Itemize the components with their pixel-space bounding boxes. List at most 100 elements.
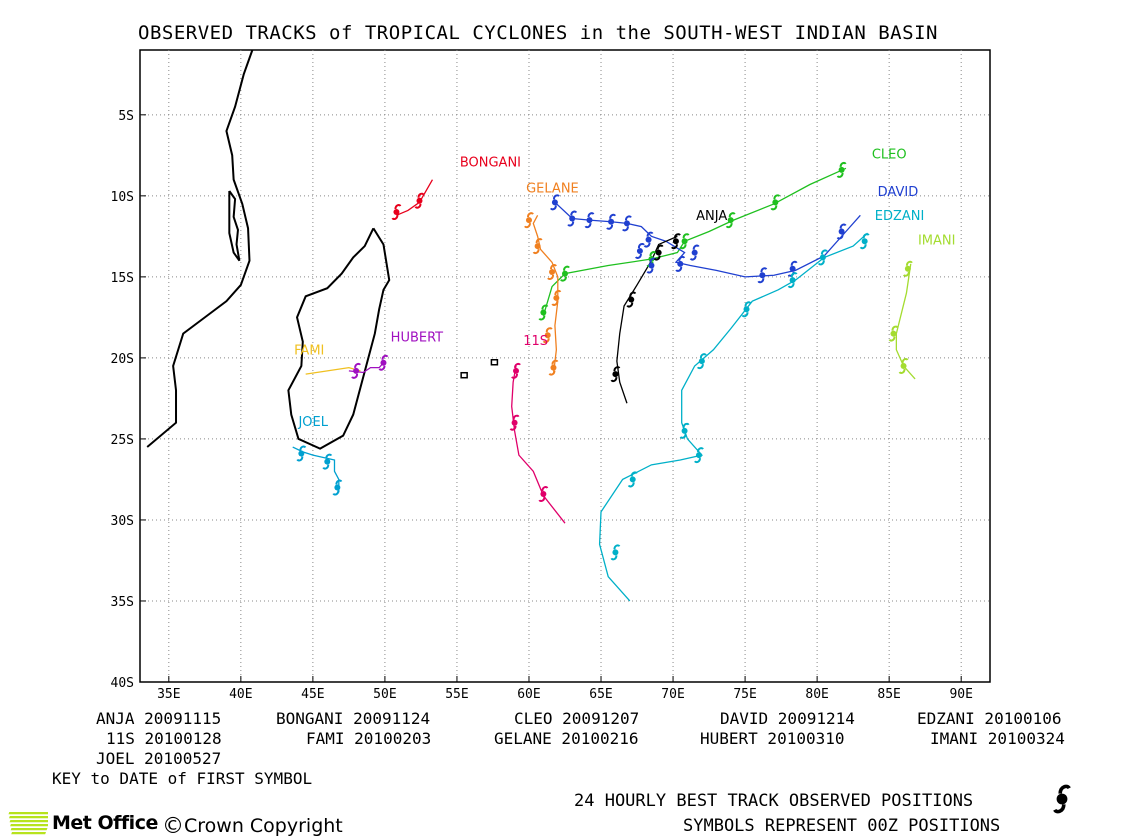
axis-ticks: 35E 40E 45E 50E 55E 60E 65E 70E 75E 80E 85E 90E 5S 10…: [111, 109, 973, 702]
cyclone-symbol-icon: [414, 192, 425, 209]
zanzibar-coastline: [228, 190, 241, 262]
met-office-logo: Met Office: [4, 810, 158, 836]
cyclone-symbol-icon: [567, 210, 578, 227]
storm-tracks: [292, 167, 916, 602]
storm-label-gelane: GELANE: [526, 182, 579, 197]
cyclone-symbol-icon: [902, 260, 913, 277]
cyclone-symbol-icon: [547, 264, 557, 280]
cyclone-symbol-icon: [584, 212, 595, 229]
storm-label-edzani: EDZANI: [875, 209, 925, 224]
cyclone-symbol-icon: [511, 362, 521, 379]
copyright-symbol: ©: [162, 814, 184, 839]
cyclone-symbol-icon: [817, 249, 828, 266]
cyclone-symbol-icon: [787, 272, 798, 289]
cyclone-symbol-icon: [378, 354, 389, 371]
cyclone-symbol-icon: [538, 304, 549, 321]
track-imani: [895, 263, 916, 380]
storm-label-11s: 11S: [523, 334, 548, 349]
track-11s: [511, 365, 566, 524]
legend-entry-11s: 11S 20100128: [106, 729, 222, 748]
legend-entry-anja: ANJA 20091115: [96, 709, 222, 728]
x-tick-label: 60E: [517, 687, 540, 702]
cyclone-symbol-icon: [694, 447, 704, 464]
cyclone-symbol-icon: [757, 267, 768, 284]
footer-note-positions: 24 HOURLY BEST TRACK OBSERVED POSITIONS: [574, 791, 974, 811]
y-tick-label: 30S: [111, 514, 134, 529]
mauritius-island: [490, 359, 499, 366]
track-anja: [616, 235, 678, 404]
x-tick-label: 45E: [301, 687, 324, 702]
cyclone-symbol-icon: [560, 265, 570, 282]
storm-label-cleo: CLEO: [872, 148, 907, 163]
logo-stripe: [11, 832, 46, 835]
cyclone-symbol-icon: [296, 445, 307, 462]
x-tick-label: 50E: [373, 687, 396, 702]
y-tick-label: 40S: [111, 676, 134, 691]
legend-entry-gelane: GELANE 20100216: [494, 729, 639, 748]
cyclone-symbol-icon: [689, 244, 700, 261]
storm-position-symbols: [296, 161, 913, 561]
cyclone-symbol-icon: [622, 215, 632, 232]
cyclone-symbol-icon: [653, 244, 664, 261]
storm-label-joel: JOEL: [297, 415, 328, 430]
reunion-island: [460, 371, 468, 379]
legend-entry-hubert: HUBERT 20100310: [700, 729, 845, 748]
cyclone-symbol-icon: [538, 486, 549, 503]
storm-label-anja: ANJA: [696, 209, 727, 224]
storm-label-fami: FAMI: [294, 344, 324, 359]
legend-entry-bongani: BONGANI 20091124: [276, 709, 431, 728]
x-tick-label: 65E: [589, 687, 612, 702]
cyclone-symbol-icon: [646, 257, 657, 274]
cyclone-symbol-icon: [627, 471, 638, 488]
cyclone-symbol-icon: [542, 327, 553, 344]
footer-note-symbols: SYMBOLS REPRESENT 00Z POSITIONS: [683, 816, 1001, 836]
legend-key-note: KEY to DATE of FIRST SYMBOL: [52, 769, 313, 788]
storm-label-bongani: BONGANI: [460, 156, 521, 171]
cyclone-symbol-icon: [643, 231, 654, 248]
cyclone-symbol-icon: [1053, 784, 1071, 814]
x-tick-label: 35E: [157, 687, 180, 702]
cyclone-symbol-icon: [548, 359, 559, 376]
logo-stripe: [8, 812, 48, 815]
cyclone-symbol-icon: [1053, 784, 1071, 814]
x-tick-label: 90E: [949, 687, 972, 702]
cyclone-symbol-icon: [606, 213, 616, 230]
cyclone-symbol-icon: [551, 289, 562, 306]
cyclone-symbol-icon: [322, 453, 333, 470]
legend-entry-edzani: EDZANI 20100106: [917, 709, 1062, 728]
track-cleo: [542, 167, 847, 316]
storm-label-imani: IMANI: [918, 233, 956, 248]
cyclone-symbol-icon: [610, 366, 621, 383]
cyclone-symbol-icon: [679, 422, 690, 439]
cyclone-symbol-icon: [679, 233, 690, 250]
y-tick-label: 20S: [111, 352, 134, 367]
legend-entry-imani: IMANI 20100324: [930, 729, 1065, 748]
y-tick-label: 25S: [111, 433, 134, 448]
cyclone-symbol-icon: [696, 353, 707, 370]
cyclone-symbol-icon: [898, 358, 909, 374]
madagascar-coastline: [287, 227, 391, 450]
grid-lines: [140, 50, 990, 682]
track-bongani: [396, 179, 434, 216]
cyclone-symbol-icon: [524, 212, 534, 229]
cyclone-symbol-icon: [351, 362, 361, 379]
logo-stripe: [9, 820, 48, 823]
copyright-notice: ©Crown Copyright: [162, 814, 343, 839]
cyclone-symbol-icon: [770, 194, 781, 211]
x-tick-label: 75E: [733, 687, 756, 702]
storm-label-david: DAVID: [878, 185, 919, 200]
track-gelane: [532, 214, 559, 375]
cyclone-symbol-icon: [741, 301, 752, 318]
cyclone-symbol-icon: [635, 242, 645, 259]
cyclone-symbol-icon: [550, 194, 560, 211]
legend-entry-david: DAVID 20091214: [720, 709, 855, 728]
cyclone-symbol-icon: [332, 479, 343, 496]
logo-stripe: [9, 816, 48, 819]
x-tick-label: 55E: [445, 687, 468, 702]
cyclone-symbol-icon: [836, 223, 847, 240]
y-tick-label: 10S: [111, 190, 134, 205]
y-tick-label: 5S: [118, 109, 134, 124]
logo-stripe: [10, 828, 48, 831]
legend-entry-joel: JOEL 20100527: [96, 749, 222, 768]
